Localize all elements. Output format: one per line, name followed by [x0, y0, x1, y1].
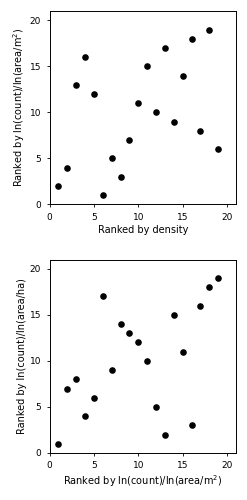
Point	[127, 136, 131, 144]
Point	[198, 127, 202, 135]
Point	[83, 412, 87, 420]
Point	[65, 164, 69, 172]
Point	[127, 330, 131, 338]
Point	[110, 366, 114, 374]
Point	[92, 394, 96, 402]
Point	[198, 302, 202, 310]
Point	[92, 90, 96, 98]
X-axis label: Ranked by ln(count)/ln(area/m$^2$): Ranked by ln(count)/ln(area/m$^2$)	[63, 473, 222, 489]
Y-axis label: Ranked by ln(count)/ln(area/ha): Ranked by ln(count)/ln(area/ha)	[17, 278, 27, 434]
Point	[136, 338, 140, 346]
Point	[154, 108, 158, 116]
Point	[119, 320, 123, 328]
Point	[74, 81, 78, 89]
Point	[181, 348, 185, 356]
Point	[189, 422, 193, 430]
Point	[207, 26, 211, 34]
Point	[163, 44, 167, 52]
Point	[189, 34, 193, 42]
Point	[216, 145, 220, 153]
Point	[136, 99, 140, 107]
Point	[216, 274, 220, 282]
Point	[207, 283, 211, 291]
Point	[119, 173, 123, 181]
Point	[65, 384, 69, 392]
X-axis label: Ranked by density: Ranked by density	[98, 224, 188, 234]
Point	[74, 376, 78, 384]
Point	[101, 192, 105, 200]
Point	[154, 403, 158, 411]
Point	[181, 72, 185, 80]
Point	[56, 440, 60, 448]
Point	[172, 118, 176, 126]
Point	[83, 53, 87, 61]
Point	[163, 430, 167, 438]
Point	[101, 292, 105, 300]
Point	[145, 357, 149, 365]
Point	[110, 154, 114, 162]
Point	[145, 62, 149, 70]
Point	[56, 182, 60, 190]
Point	[172, 311, 176, 319]
Y-axis label: Ranked by ln(count)/ln(area/m$^2$): Ranked by ln(count)/ln(area/m$^2$)	[11, 28, 27, 188]
